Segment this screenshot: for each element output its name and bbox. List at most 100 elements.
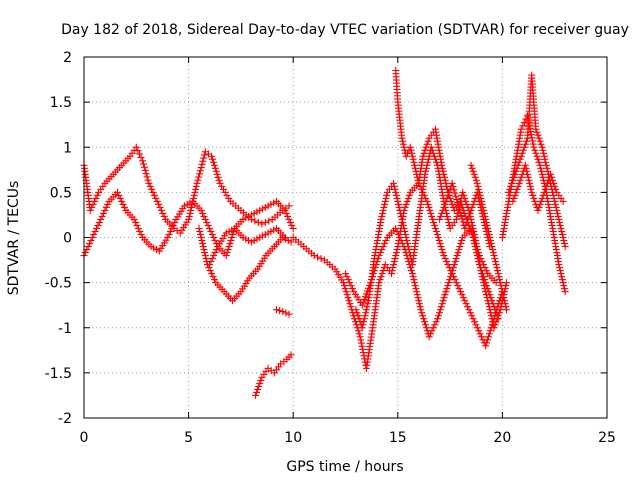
- data-point-interp: [378, 270, 386, 278]
- data-point-interp: [402, 200, 410, 208]
- data-point: [411, 161, 419, 169]
- data-point-interp: [397, 209, 405, 217]
- data-point-interp: [429, 215, 437, 223]
- data-point: [515, 179, 523, 187]
- data-point-interp: [360, 315, 368, 323]
- data-point: [285, 310, 293, 318]
- data-point-interp: [399, 221, 407, 229]
- data-point-interp: [427, 330, 435, 338]
- data-point-interp: [506, 185, 514, 193]
- data-point: [377, 215, 385, 223]
- data-point-interp: [440, 203, 448, 211]
- data-point-interp: [155, 200, 163, 208]
- data-point: [132, 143, 140, 151]
- data-point-interp: [441, 200, 449, 208]
- data-point: [279, 308, 287, 316]
- data-point-interp: [438, 300, 446, 308]
- data-point-interp: [422, 324, 430, 332]
- y-axis-label: SDTVAR / TECUs: [6, 181, 22, 296]
- data-point-interp: [516, 155, 524, 163]
- data-point-interp: [200, 151, 208, 159]
- data-point-interp: [539, 146, 547, 154]
- data-point-interp: [477, 267, 485, 275]
- data-point-interp: [553, 206, 561, 214]
- data-point-interp: [100, 209, 108, 217]
- data-point-interp: [276, 307, 284, 315]
- data-point-interp: [445, 279, 453, 287]
- data-point: [388, 270, 396, 278]
- series-arc-13: [498, 112, 569, 296]
- data-point-interp: [394, 197, 402, 205]
- data-point-interp: [254, 385, 262, 393]
- data-point-interp: [441, 176, 449, 184]
- data-point-interp: [115, 191, 123, 199]
- data-point: [419, 152, 427, 160]
- data-point-interp: [91, 227, 99, 235]
- data-point: [484, 224, 492, 232]
- data-point-interp: [201, 252, 209, 260]
- data-point: [473, 179, 481, 187]
- data-point-interp: [344, 294, 352, 302]
- data-point: [88, 234, 96, 241]
- data-point-interp: [484, 336, 492, 344]
- data-point-interp: [257, 376, 265, 384]
- data-point-interp: [359, 321, 367, 329]
- data-point-interp: [457, 212, 465, 220]
- data-point-interp: [120, 203, 128, 211]
- data-point: [113, 188, 121, 196]
- data-point-interp: [543, 164, 551, 172]
- data-point-interp: [462, 221, 470, 229]
- data-point-interp: [548, 173, 556, 181]
- data-point-interp: [464, 303, 472, 311]
- data-point-interp: [223, 249, 231, 257]
- data-point-interp: [165, 230, 173, 238]
- data-point-interp: [516, 176, 524, 184]
- data-point: [287, 351, 295, 359]
- data-point: [258, 220, 266, 228]
- series-arc-6: [272, 306, 293, 318]
- data-point: [436, 215, 444, 223]
- data-point-interp: [409, 273, 417, 281]
- data-point: [356, 333, 364, 341]
- data-point-interp: [185, 212, 193, 220]
- data-point-interp: [391, 185, 399, 193]
- data-point-interp: [171, 218, 179, 226]
- chart-title: Day 182 of 2018, Sidereal Day-to-day VTE…: [61, 22, 629, 38]
- y-tick-label: 0: [63, 231, 72, 247]
- data-point-interp: [482, 218, 490, 226]
- data-point-interp: [432, 227, 440, 235]
- data-point-interp: [256, 379, 264, 387]
- data-point-interp: [102, 203, 110, 211]
- data-point-interp: [134, 224, 142, 232]
- data-point-interp: [404, 240, 412, 248]
- data-point-interp: [429, 149, 437, 157]
- data-point-interp: [149, 188, 157, 196]
- data-point-interp: [92, 194, 100, 202]
- data-point-interp: [444, 282, 452, 290]
- data-point-interp: [208, 255, 216, 263]
- data-point-interp: [342, 288, 350, 296]
- data-point: [406, 143, 414, 151]
- data-point-interp: [137, 153, 145, 161]
- data-point: [285, 202, 293, 210]
- data-point-interp: [199, 209, 207, 217]
- data-point-interp: [536, 137, 544, 145]
- data-point-interp: [461, 194, 469, 202]
- data-point-interp: [196, 230, 204, 238]
- data-point-interp: [483, 282, 491, 290]
- data-point-interp: [378, 246, 386, 254]
- x-tick-label: 0: [80, 430, 89, 446]
- data-point-interp: [481, 212, 489, 220]
- data-point: [561, 288, 569, 296]
- data-point-interp: [393, 227, 401, 235]
- data-point: [287, 238, 295, 246]
- data-point-interp: [557, 270, 565, 278]
- data-point-interp: [377, 273, 385, 281]
- data-point-interp: [491, 255, 499, 263]
- x-tick-label: 15: [389, 430, 407, 446]
- data-point: [482, 342, 490, 350]
- data-point-interp: [150, 191, 158, 199]
- data-point-interp: [392, 191, 400, 199]
- data-point-interp: [390, 182, 398, 190]
- data-point-interp: [513, 185, 521, 193]
